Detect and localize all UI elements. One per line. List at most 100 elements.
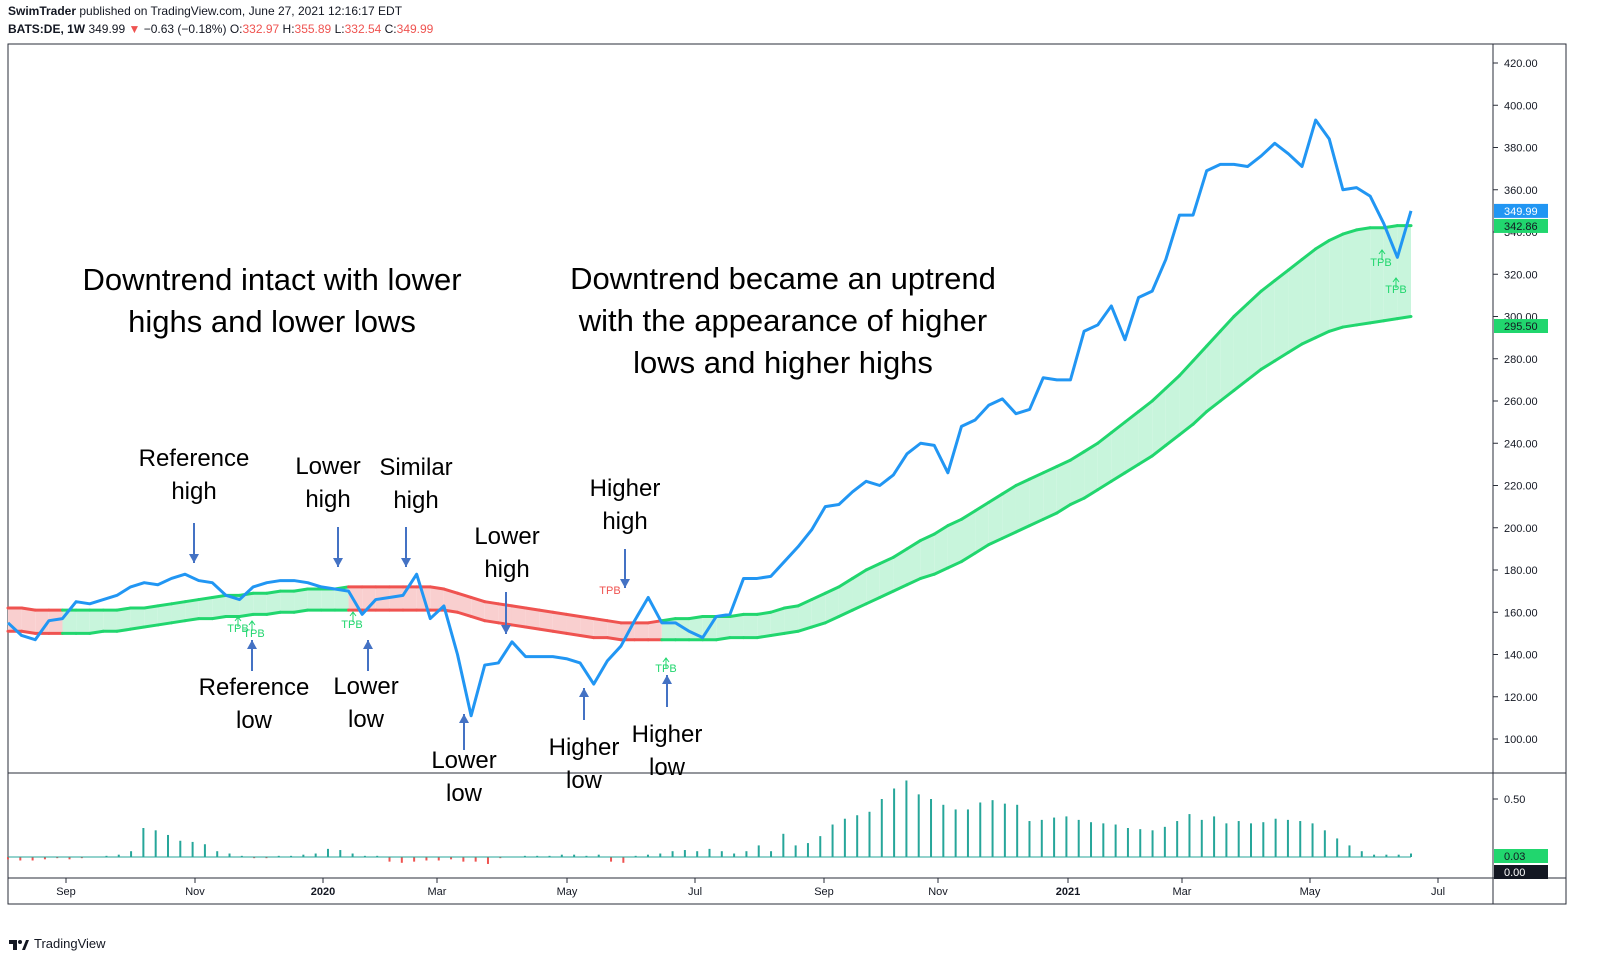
cloud-segment xyxy=(1220,316,1234,401)
lower-band-segment xyxy=(905,576,923,587)
cloud-segment xyxy=(266,591,281,615)
upper-band-segment xyxy=(265,589,282,595)
downtrend-intact-text: Downtrend intact with lower xyxy=(82,262,461,297)
cloud-segment xyxy=(334,586,349,611)
price-tick-label: 380.00 xyxy=(1504,143,1538,155)
cloud-segment xyxy=(1315,240,1330,338)
upper-band-segment xyxy=(1232,302,1250,318)
publisher-name[interactable]: SwimTrader xyxy=(8,4,77,18)
time-tick-label: May xyxy=(1300,886,1321,898)
footer-brand[interactable]: TradingView xyxy=(8,936,106,951)
upper-band-segment xyxy=(551,610,568,616)
upper-band-segment xyxy=(1177,359,1195,378)
upper-band-segment xyxy=(728,612,746,618)
cloud-segment xyxy=(1124,411,1139,473)
annotation-label: Higher xyxy=(590,475,661,502)
indicator-badge-label: 0.00 xyxy=(1504,867,1525,879)
symbol-label[interactable]: BATS:DE, 1W xyxy=(8,22,86,36)
lower-band-segment xyxy=(1109,471,1127,483)
cloud-segment xyxy=(866,563,880,604)
upper-band-segment xyxy=(442,587,460,595)
time-tick-label: Mar xyxy=(428,886,447,898)
indicator-badge-label: 0.03 xyxy=(1504,851,1525,863)
annotation-label: low xyxy=(348,706,385,733)
lower-band-segment xyxy=(1096,479,1113,492)
annotation-label: Similar xyxy=(379,454,452,481)
upper-band-segment xyxy=(1137,399,1154,414)
lower-band-segment xyxy=(129,625,146,631)
footer-brand-label: TradingView xyxy=(34,936,106,951)
cloud-segment xyxy=(1329,234,1343,332)
histogram xyxy=(7,780,1412,864)
upper-band-segment xyxy=(769,606,786,614)
annotation-label: Reference xyxy=(139,445,250,472)
upper-band-segment xyxy=(864,562,882,572)
upper-band-segment xyxy=(1205,329,1222,348)
lower-band-segment xyxy=(169,619,187,625)
annotation-label: high xyxy=(305,486,350,513)
annotation-label: Reference xyxy=(199,674,310,701)
upper-band-segment xyxy=(1259,279,1277,293)
lower-band-segment xyxy=(782,629,800,635)
upper-band-segment xyxy=(810,591,827,602)
indicator-badge xyxy=(1494,865,1548,879)
upper-band-segment xyxy=(210,593,228,599)
arrow-down-icon-head xyxy=(401,558,411,567)
lower-band-segment xyxy=(115,627,133,633)
upper-band-segment xyxy=(755,610,773,616)
cloud-segment xyxy=(934,525,948,575)
cloud-segment xyxy=(552,612,567,634)
arrow-up-icon-head xyxy=(662,675,672,684)
indicator-tick-label: 0.50 xyxy=(1504,794,1525,806)
upper-band-segment xyxy=(292,587,310,593)
lower-band-segment xyxy=(1395,315,1413,321)
close-value: 349.99 xyxy=(396,22,434,36)
lower-band-segment xyxy=(1068,496,1086,507)
upper-band-segment xyxy=(1300,247,1318,261)
cloud-segment xyxy=(348,586,363,611)
cloud-segment xyxy=(1179,360,1194,435)
upper-band-segment xyxy=(156,602,173,608)
time-tick-label: 2020 xyxy=(311,886,335,898)
lower-band-segment xyxy=(919,572,936,580)
cloud-segment xyxy=(1165,375,1180,446)
cloud-segment xyxy=(539,610,553,632)
upper-band-segment xyxy=(687,614,705,621)
time-tick-label: Sep xyxy=(56,886,76,898)
tpb-arrow-icon xyxy=(349,611,357,622)
time-tick-label: May xyxy=(557,886,578,898)
lower-band-segment xyxy=(932,566,950,576)
price-tick-label: 240.00 xyxy=(1504,438,1538,450)
upper-band-segment xyxy=(483,600,500,606)
lower-band-segment xyxy=(1273,350,1290,363)
price-badge xyxy=(1494,203,1548,218)
price-badge-label: 342.86 xyxy=(1504,221,1538,233)
time-tick-label: Sep xyxy=(814,886,834,898)
upper-band-segment xyxy=(1096,431,1113,445)
lower-band-segment xyxy=(891,583,909,593)
lower-band-segment xyxy=(1341,323,1359,329)
lower-band-segment xyxy=(1314,329,1331,340)
cloud-segment xyxy=(185,599,199,621)
cloud-segment xyxy=(1070,451,1085,505)
arrow-up-icon-head xyxy=(579,688,589,697)
lower-band-segment xyxy=(1218,388,1236,403)
price-tick-label: 280.00 xyxy=(1504,354,1538,366)
cloud-segment xyxy=(171,601,186,623)
cloud-segment xyxy=(1043,466,1057,520)
cloud-segment xyxy=(920,534,935,579)
tpb-label: TPB xyxy=(1370,257,1391,269)
lower-band-segment xyxy=(796,625,814,633)
lower-band-segment xyxy=(265,610,282,616)
tpb-label: TPB xyxy=(227,623,248,635)
cloud-segment xyxy=(743,614,758,638)
lower-band-segment xyxy=(537,627,555,633)
cloud-segment xyxy=(321,589,335,611)
publish-info: SwimTrader published on TradingView.com,… xyxy=(8,4,402,18)
lower-band-segment xyxy=(973,543,991,555)
upper-band-segment xyxy=(959,509,977,521)
lower-band-segment xyxy=(156,621,173,627)
upper-band-segment xyxy=(510,604,528,610)
cloud-segment xyxy=(1274,270,1289,361)
